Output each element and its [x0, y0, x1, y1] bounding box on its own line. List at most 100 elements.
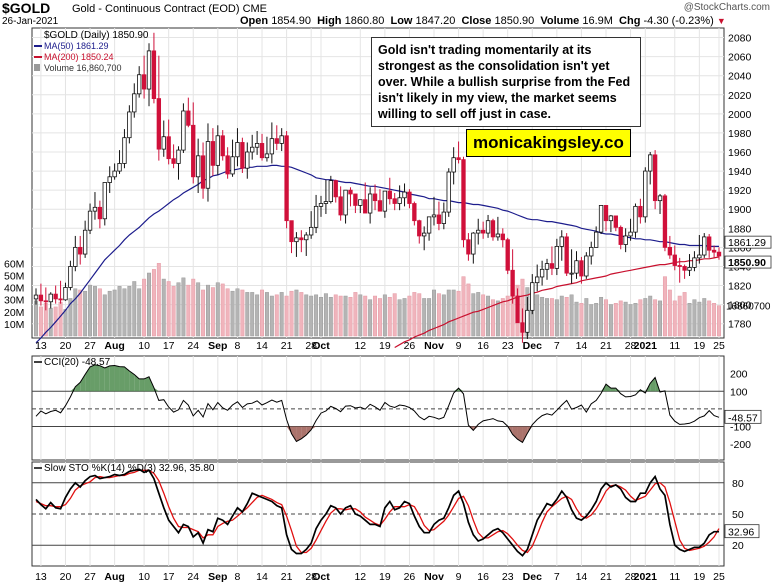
volume-bar [672, 300, 677, 337]
down-arrow-icon: ▼ [716, 16, 726, 26]
candle-body [677, 265, 682, 267]
candle-body [476, 229, 481, 234]
volume-bar [653, 299, 658, 337]
price-marker-box [724, 255, 772, 269]
candle-body [269, 138, 275, 155]
candle-body [436, 214, 442, 224]
cci-fill-positive [90, 364, 95, 392]
close-label: Close [461, 15, 492, 27]
candle-body [579, 260, 584, 277]
candle-body [569, 272, 574, 275]
cci-fill-positive [453, 388, 459, 392]
x-tick-label: 12 [354, 340, 366, 352]
volume-bar [215, 282, 220, 337]
candle-body [343, 189, 348, 216]
sto-tick-label: 50 [732, 509, 744, 521]
price-tick-label: 2080 [728, 33, 752, 45]
candle-body [358, 199, 363, 206]
candle-body [643, 170, 648, 218]
volume-bar [559, 295, 564, 337]
candle-body [367, 193, 373, 214]
volume-marker-label: 16860700 [726, 302, 771, 313]
candle-body [648, 154, 653, 172]
candle-body [485, 220, 491, 234]
x-tick-label: 12 [354, 571, 366, 583]
x-tick-label: 21 [281, 340, 293, 352]
volume-bar [623, 301, 628, 337]
volume-bar [137, 288, 142, 337]
candle-body [245, 151, 250, 169]
volume-bar [579, 303, 584, 337]
candle-body [549, 263, 555, 269]
x-tick-label: 17 [163, 571, 175, 583]
x-tick-label: Nov [424, 340, 444, 352]
volume-bar [245, 292, 250, 337]
cci-fill-negative [517, 426, 523, 443]
volume-bar [436, 293, 441, 337]
volume-bar [201, 289, 206, 337]
cci-fill-negative [291, 426, 297, 442]
cci-line [35, 364, 720, 444]
candle-body [250, 146, 255, 153]
volume-bar [112, 289, 117, 337]
price-tick-label: 1980 [728, 128, 752, 140]
candle-body [633, 205, 638, 233]
cci-fill-positive [119, 366, 125, 392]
volume-label: Volume [540, 15, 580, 27]
volume-bar [628, 304, 633, 337]
volume-bar [594, 303, 599, 337]
volume-bar [377, 298, 382, 337]
legend-volume-icon [34, 64, 40, 71]
candle-body [412, 203, 417, 222]
candle-body [215, 135, 220, 166]
candle-body [628, 231, 633, 237]
price-tick-label: 2000 [728, 109, 752, 121]
volume-bar [599, 296, 604, 337]
candle-body [451, 157, 456, 173]
x-tick-label: 16 [477, 571, 489, 583]
candle-body [559, 236, 564, 247]
x-tick-label: 21 [600, 571, 612, 583]
candle-body [348, 189, 353, 195]
volume-bar [471, 293, 476, 337]
candle-body [333, 180, 338, 198]
volume-bar [687, 303, 692, 337]
volume-bar [309, 295, 314, 337]
candle-body [471, 232, 476, 255]
candle-body [132, 93, 137, 113]
candle-body [294, 237, 299, 243]
volume-bar [574, 301, 579, 337]
volume-bar [225, 288, 230, 337]
x-tick-label: 14 [256, 340, 268, 352]
volume-bar [564, 296, 569, 337]
x-tick-label: 25 [713, 571, 725, 583]
volume-bar [161, 278, 166, 337]
x-tick-label: Aug [104, 340, 124, 352]
volume-bar [274, 294, 279, 337]
volume-bar [220, 283, 225, 337]
x-tick-label: 19 [694, 571, 706, 583]
legend-main: $GOLD (Daily) 1850.90 [44, 30, 149, 41]
x-tick-label: 10 [138, 340, 150, 352]
candle-body [254, 143, 260, 148]
x-tick-label: 9 [456, 571, 462, 583]
x-tick-label: 19 [694, 340, 706, 352]
candle-body [146, 50, 152, 90]
candle-body [225, 155, 230, 175]
cci-fill-negative [522, 426, 528, 443]
close-value: 1850.90 [494, 15, 535, 27]
price-marker-label: 1861.29 [728, 237, 766, 249]
sto-k-line [35, 468, 719, 557]
x-tick-label: 28 [305, 340, 317, 352]
candle-body [313, 205, 319, 228]
candle-body [535, 276, 540, 284]
candle-body [166, 136, 171, 160]
volume-bar [73, 288, 78, 337]
cci-fill-positive [129, 370, 135, 392]
x-tick-label: 27 [84, 340, 96, 352]
volume-bar [58, 301, 63, 337]
candle-body [490, 220, 496, 238]
volume-bar [382, 294, 387, 337]
ohlc-readout: Open 1854.90 High 1860.80 Low 1847.20 Cl… [240, 15, 726, 27]
chg-value: -4.30 (-0.23%) [643, 15, 714, 27]
